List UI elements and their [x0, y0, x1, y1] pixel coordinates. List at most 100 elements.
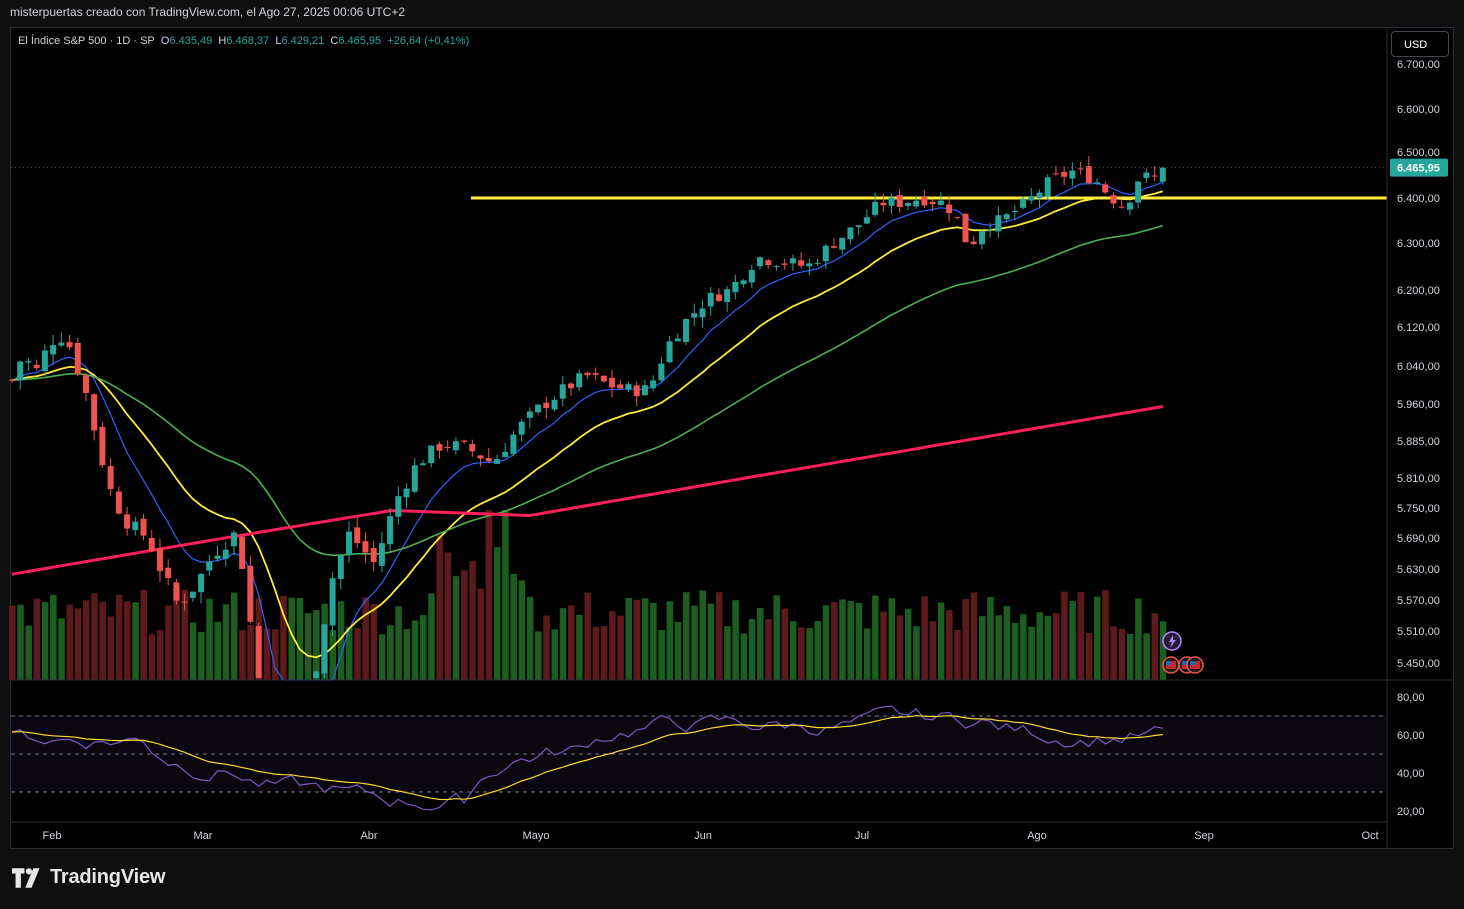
candle-body [987, 229, 994, 231]
volume-bar [477, 588, 485, 680]
candle-body [99, 426, 106, 466]
candle-body [896, 195, 903, 207]
candle-body [329, 578, 336, 626]
candle-body [1143, 172, 1150, 178]
rsi-tick-label: 40,00 [1397, 768, 1425, 780]
volume-bar [1102, 590, 1109, 680]
month-tick-label: Mar [194, 830, 213, 842]
candle-body [82, 375, 89, 393]
volume-bar [962, 599, 970, 680]
volume-bar [354, 628, 361, 680]
volume-bar [650, 602, 657, 680]
month-tick-label: Jul [855, 830, 869, 842]
rsi-tick-label: 60,00 [1397, 730, 1425, 742]
volume-bar [428, 593, 435, 680]
candle-body [699, 308, 706, 318]
candle-body [9, 379, 15, 381]
currency-button[interactable]: USD [1391, 31, 1449, 57]
candle-body [707, 292, 714, 307]
candle-body [970, 241, 977, 245]
volume-bar [346, 627, 353, 680]
candle-body [995, 215, 1002, 232]
volume-bar [798, 627, 805, 680]
candle-body [395, 496, 402, 517]
event-icons [1162, 631, 1204, 674]
candle-body [1126, 202, 1133, 210]
candle-body [140, 518, 147, 536]
price-tick-label: 5.570,00 [1397, 595, 1440, 607]
volume-bar [724, 626, 731, 680]
candle-body [1061, 171, 1068, 177]
volume-bar [789, 621, 797, 680]
candle-body [567, 383, 574, 389]
volume-bar [66, 604, 74, 680]
candle-body [740, 280, 747, 285]
volume-bar [313, 610, 320, 680]
candle-body [576, 373, 583, 388]
candle-body [1102, 184, 1109, 193]
price-tick-label: 5.630,00 [1397, 564, 1440, 576]
volume-bar [683, 592, 690, 680]
candle-body [962, 213, 969, 243]
candle-body [156, 548, 163, 572]
candle-body [452, 441, 459, 451]
volume-bar [485, 510, 493, 680]
candle-body [691, 313, 698, 318]
volume-bar [91, 593, 98, 680]
volume-bar [831, 602, 838, 680]
volume-bar [17, 604, 24, 680]
volume-bar [165, 605, 172, 680]
candle-body [181, 601, 188, 603]
volume-bar [107, 616, 115, 680]
volume-bar [954, 629, 961, 680]
candle-body [444, 447, 451, 449]
candle-body [559, 384, 566, 399]
candle-body [173, 582, 180, 601]
candle-body [321, 624, 328, 674]
candle-body [378, 543, 385, 566]
volume-bars [9, 510, 1167, 680]
candle-body [1085, 166, 1092, 184]
chart-frame [10, 27, 1454, 849]
candle-body [831, 246, 837, 248]
candle-body [387, 516, 394, 545]
volume-bar [1028, 626, 1035, 680]
volume-bar [74, 608, 82, 680]
price-tick-label: 5.510,00 [1397, 626, 1440, 638]
volume-bar [1151, 613, 1159, 680]
candle-body [978, 231, 985, 245]
volume-bar [230, 592, 238, 680]
price-tick-label: 5.690,00 [1397, 533, 1440, 545]
candle-body [91, 394, 98, 431]
volume-bar [1020, 614, 1027, 680]
volume-bar [206, 598, 213, 680]
volume-bar [617, 615, 624, 680]
volume-bar [9, 605, 16, 680]
price-tick-label: 6.500,00 [1397, 147, 1440, 159]
candle-body [230, 532, 237, 547]
volume-bar [1052, 613, 1060, 680]
volume-bar [1143, 633, 1150, 680]
candle-body [666, 341, 673, 363]
candle-body [313, 671, 320, 678]
volume-bar [576, 614, 583, 680]
volume-bar [600, 626, 608, 680]
candle-body [33, 364, 40, 369]
volume-bar [411, 620, 419, 680]
change-value: +26,64 (+0,41%) [387, 35, 470, 47]
flag-canton [1190, 661, 1195, 665]
candle-body [789, 258, 796, 264]
volume-bar [239, 630, 246, 680]
candle-body [132, 521, 139, 531]
tradingview-logo: TradingView [12, 866, 165, 889]
volume-bar [863, 628, 871, 680]
volume-bar [781, 608, 789, 680]
volume-bar [987, 597, 994, 680]
candle-body [806, 263, 813, 267]
candle-body [362, 541, 369, 553]
flag-canton [1182, 661, 1187, 665]
candle-body [17, 361, 24, 381]
candle-body [477, 455, 484, 459]
volume-bar [280, 596, 287, 680]
